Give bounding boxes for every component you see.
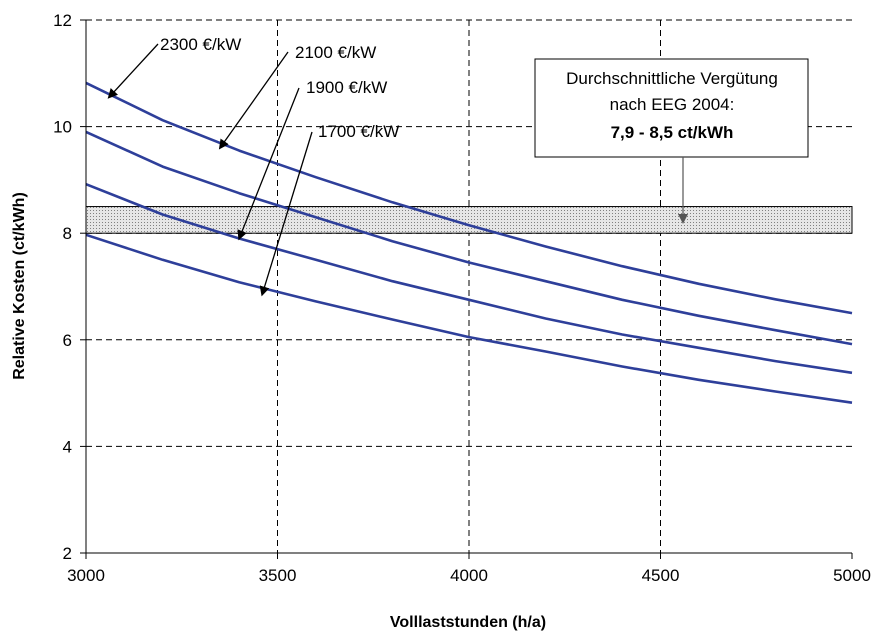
series-label-arrow [218,51,289,150]
series-label: 2300 €/kW [160,35,241,54]
series-label-arrow [237,87,300,241]
eeg-band [85,206,853,234]
series-label: 1700 €/kW [318,122,399,141]
y-axis-title: Relative Kosten (ct/kWh) [11,192,28,380]
x-tick-label: 4000 [450,566,488,585]
series-line [85,182,853,375]
x-axis-title: Volllaststunden (h/a) [390,614,546,631]
axes [80,19,853,559]
annotation-line-2: nach EEG 2004: [610,95,735,114]
y-tick-label: 2 [63,544,72,563]
series-line [85,81,853,315]
series-line [85,233,853,404]
series-lines [85,81,853,404]
annotation-bold-line: 7,9 - 8,5 ct/kWh [611,123,734,142]
series-line [85,130,853,346]
series-label: 2100 €/kW [295,43,376,62]
annotation-line-1: Durchschnittliche Vergütung [566,69,778,88]
y-tick-label: 8 [63,224,72,243]
x-tick-label: 3500 [259,566,297,585]
y-tick-label: 4 [63,437,72,456]
tick-labels: 3000 3500 4000 4500 5000 2 4 6 8 10 12 [53,11,871,585]
eeg-annotation: Durchschnittliche Vergütung nach EEG 200… [534,58,809,224]
series-label-arrow [259,131,313,297]
y-tick-label: 10 [53,118,72,137]
series-label-arrow [107,43,159,99]
series-label: 1900 €/kW [306,78,387,97]
x-tick-label: 5000 [833,566,871,585]
y-tick-label: 6 [63,331,72,350]
annotation-box [534,58,809,158]
x-tick-label: 4500 [642,566,680,585]
y-tick-label: 12 [53,11,72,30]
x-tick-label: 3000 [67,566,105,585]
eeg-band-rect [85,206,853,234]
series-labels: 2300 €/kW 2100 €/kW 1900 €/kW 1700 €/kW [107,35,399,297]
